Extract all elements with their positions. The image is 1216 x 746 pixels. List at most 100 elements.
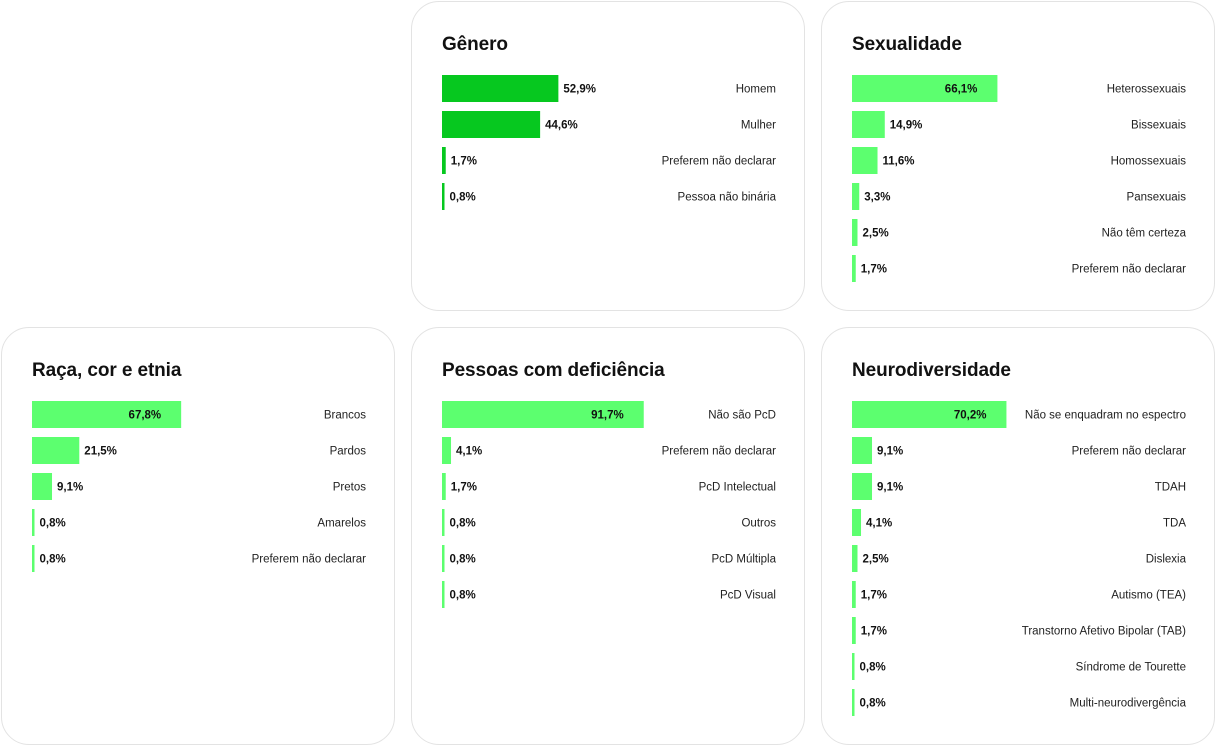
category-label-genero-preferem-nao-declarar: Preferem não declarar <box>662 156 777 168</box>
bar-genero-mulher <box>442 111 541 138</box>
value-label-neuro-dislexia: 2,5% <box>863 554 889 566</box>
category-label-neuro-autismo-tea: Autismo (TEA) <box>1111 590 1186 602</box>
value-label-pcd-pcd-visual: 0,8% <box>450 590 476 602</box>
value-label-sexualidade-preferem-nao-declarar: 1,7% <box>861 264 887 276</box>
value-label-genero-preferem-nao-declarar: 1,7% <box>451 156 477 168</box>
category-label-neuro-multi-neurodivergencia: Multi-neurodivergência <box>1070 698 1187 710</box>
bar-raca-preferem-nao-declarar <box>32 545 35 572</box>
bar-neuro-transtorno-afetivo-bipolar-tab <box>852 617 856 644</box>
category-label-raca-pretos: Pretos <box>333 482 366 494</box>
bar-genero-preferem-nao-declarar <box>442 147 446 174</box>
category-label-neuro-tdah: TDAH <box>1155 482 1186 494</box>
bar-raca-amarelos <box>32 509 35 536</box>
category-label-sexualidade-preferem-nao-declarar: Preferem não declarar <box>1072 264 1187 276</box>
category-label-pcd-pcd-visual: PcD Visual <box>720 590 776 602</box>
category-label-pcd-nao-sao-pcd: Não são PcD <box>708 410 776 422</box>
category-label-neuro-transtorno-afetivo-bipolar-tab: Transtorno Afetivo Bipolar (TAB) <box>1022 626 1186 638</box>
bar-sexualidade-pansexuais <box>852 183 860 210</box>
bar-sexualidade-homossexuais <box>852 147 878 174</box>
chart-genero: 52,9% Homem 44,6% Mulher 1,7% Preferem não de… <box>442 75 777 210</box>
bar-pcd-outros <box>442 509 445 536</box>
chart-title-neuro: Neurodiversidade <box>852 360 1011 381</box>
value-label-neuro-sindrome-de-tourette: 0,8% <box>860 662 886 674</box>
value-label-neuro-tdah: 9,1% <box>877 482 903 494</box>
bar-sexualidade-nao-tem-certeza <box>852 219 858 246</box>
bar-neuro-preferem-nao-declarar <box>852 437 873 464</box>
value-label-neuro-multi-neurodivergencia: 0,8% <box>860 698 886 710</box>
bar-pcd-pcd-intelectual <box>442 473 446 500</box>
card-raca: Raça, cor e etnia 67,8% Brancos 21,5% Pardo… <box>1 327 395 745</box>
value-label-pcd-pcd-intelectual: 1,7% <box>451 482 477 494</box>
value-label-genero-mulher: 44,6% <box>545 120 578 132</box>
category-label-neuro-dislexia: Dislexia <box>1146 554 1187 566</box>
bar-neuro-tdah <box>852 473 873 500</box>
value-label-pcd-pcd-multipla: 0,8% <box>450 554 476 566</box>
value-label-raca-pretos: 9,1% <box>57 482 83 494</box>
value-label-sexualidade-pansexuais: 3,3% <box>864 192 890 204</box>
category-label-raca-amarelos: Amarelos <box>317 518 366 530</box>
value-label-raca-amarelos: 0,8% <box>40 518 66 530</box>
category-label-raca-brancos: Brancos <box>324 410 366 422</box>
bar-neuro-multi-neurodivergencia <box>852 689 855 716</box>
category-label-pcd-pcd-multipla: PcD Múltipla <box>711 554 776 566</box>
bar-raca-pardos <box>32 437 80 464</box>
category-label-neuro-tda: TDA <box>1163 518 1186 530</box>
value-label-neuro-preferem-nao-declarar: 9,1% <box>877 446 903 458</box>
category-label-pcd-outros: Outros <box>741 518 776 530</box>
value-label-neuro-tda: 4,1% <box>866 518 892 530</box>
chart-sexualidade: 66,1% Heterossexuais 14,9% Bissexuais 11,6% H… <box>852 75 1187 282</box>
bar-neuro-dislexia <box>852 545 858 572</box>
bar-genero-pessoa-nao-binaria <box>442 183 445 210</box>
value-label-raca-pardos: 21,5% <box>84 446 117 458</box>
value-label-pcd-outros: 0,8% <box>450 518 476 530</box>
category-label-sexualidade-heterossexuais: Heterossexuais <box>1107 84 1187 96</box>
chart-title-raca: Raça, cor e etnia <box>32 360 182 381</box>
value-label-genero-pessoa-nao-binaria: 0,8% <box>450 192 476 204</box>
bar-neuro-autismo-tea <box>852 581 856 608</box>
bar-raca-brancos <box>32 401 182 428</box>
bar-raca-pretos <box>32 473 53 500</box>
chart-title-pcd: Pessoas com deficiência <box>442 360 665 381</box>
value-label-sexualidade-bissexuais: 14,9% <box>890 120 923 132</box>
bar-sexualidade-heterossexuais <box>852 75 998 102</box>
card-sexualidade: Sexualidade 66,1% Heterossexuais 14,9% Biss… <box>821 1 1215 311</box>
bar-pcd-nao-sao-pcd <box>442 401 644 428</box>
value-label-sexualidade-heterossexuais: 66,1% <box>945 84 978 96</box>
chart-pcd: 91,7% Não são PcD 4,1% Preferem não declara… <box>442 401 777 608</box>
category-label-genero-mulher: Mulher <box>741 120 776 132</box>
card-genero: Gênero 52,9% Homem 44,6% Mulher 1,7% Preferem… <box>411 1 805 311</box>
value-label-neuro-autismo-tea: 1,7% <box>861 590 887 602</box>
category-label-genero-homem: Homem <box>736 84 776 96</box>
category-label-neuro-sindrome-de-tourette: Síndrome de Tourette <box>1076 662 1186 674</box>
value-label-raca-preferem-nao-declarar: 0,8% <box>40 554 66 566</box>
bar-genero-homem <box>442 75 559 102</box>
value-label-raca-brancos: 67,8% <box>129 410 162 422</box>
value-label-sexualidade-homossexuais: 11,6% <box>883 156 915 168</box>
card-neuro: Neurodiversidade 70,2% Não se enquadram n… <box>821 327 1215 745</box>
category-label-pcd-preferem-nao-declarar: Preferem não declarar <box>662 446 777 458</box>
bar-pcd-preferem-nao-declarar <box>442 437 452 464</box>
bar-pcd-pcd-visual <box>442 581 445 608</box>
category-label-pcd-pcd-intelectual: PcD Intelectual <box>699 482 776 494</box>
value-label-neuro-nao-se-enquadram-no-espectro: 70,2% <box>954 410 987 422</box>
value-label-pcd-nao-sao-pcd: 91,7% <box>591 410 624 422</box>
bar-pcd-pcd-multipla <box>442 545 445 572</box>
bar-neuro-tda <box>852 509 862 536</box>
category-label-raca-pardos: Pardos <box>330 446 367 458</box>
chart-neuro: 70,2% Não se enquadram no espectro 9,1% Pre… <box>852 401 1187 716</box>
value-label-neuro-transtorno-afetivo-bipolar-tab: 1,7% <box>861 626 887 638</box>
value-label-sexualidade-nao-tem-certeza: 2,5% <box>863 228 889 240</box>
chart-title-genero: Gênero <box>442 34 508 55</box>
bar-sexualidade-bissexuais <box>852 111 885 138</box>
bar-sexualidade-preferem-nao-declarar <box>852 255 856 282</box>
bar-neuro-sindrome-de-tourette <box>852 653 855 680</box>
category-label-sexualidade-homossexuais: Homossexuais <box>1111 156 1187 168</box>
card-pcd: Pessoas com deficiência 91,7% Não são PcD… <box>411 327 805 745</box>
category-label-sexualidade-nao-tem-certeza: Não têm certeza <box>1102 228 1187 240</box>
category-label-raca-preferem-nao-declarar: Preferem não declarar <box>252 554 367 566</box>
category-label-neuro-nao-se-enquadram-no-espectro: Não se enquadram no espectro <box>1025 410 1186 422</box>
chart-title-sexualidade: Sexualidade <box>852 34 962 55</box>
category-label-sexualidade-pansexuais: Pansexuais <box>1127 192 1187 204</box>
category-label-neuro-preferem-nao-declarar: Preferem não declarar <box>1072 446 1187 458</box>
category-label-genero-pessoa-nao-binaria: Pessoa não binária <box>678 192 777 204</box>
